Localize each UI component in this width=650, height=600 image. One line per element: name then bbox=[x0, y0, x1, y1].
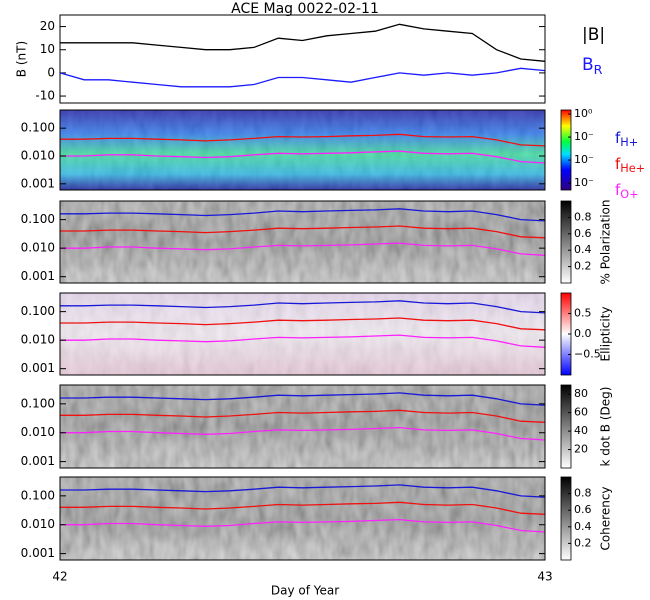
y-tick-label: 20 bbox=[40, 19, 55, 33]
colorbar-label: Ellipticity bbox=[599, 307, 613, 362]
colorbar-tick-label: 0.5 bbox=[574, 307, 592, 320]
legend-subscript: R bbox=[594, 63, 603, 78]
gyrofrequency-line bbox=[60, 426, 546, 441]
colorbar-tick-label: 0.8 bbox=[574, 210, 592, 223]
legend-name: f bbox=[615, 129, 621, 147]
colorbar bbox=[560, 476, 572, 561]
colorbar-tick-label: 0.6 bbox=[574, 227, 592, 240]
y-tick-label: 0.100 bbox=[21, 488, 55, 502]
gyrofrequency-line bbox=[60, 150, 546, 164]
colorbar-tick-label: 40 bbox=[574, 424, 588, 437]
gyrofrequency-line bbox=[60, 300, 546, 314]
y-tick-label: 0.001 bbox=[21, 176, 55, 190]
y-tick-label: 0.001 bbox=[21, 269, 55, 283]
colorbar-tick-label: 0.6 bbox=[574, 503, 592, 516]
colorbar-tick-label: 0.4 bbox=[574, 520, 592, 533]
colorbar-tick-label: −0.5 bbox=[574, 348, 601, 361]
y-tick-label: 0.010 bbox=[21, 333, 55, 347]
legend-entry: fHe+ bbox=[615, 155, 645, 176]
colorbar-tick-label: 60 bbox=[574, 406, 588, 419]
colorbar-tick-label: 10⁰ bbox=[574, 107, 593, 120]
y-tick-label: -10 bbox=[35, 89, 55, 103]
y-tick-label: 0 bbox=[47, 65, 55, 79]
gyrofrequency-line bbox=[60, 501, 546, 515]
chart-title: ACE Mag 0022-02-11 bbox=[231, 1, 379, 17]
gyrofrequency-line bbox=[60, 317, 546, 331]
panel-frame bbox=[59, 384, 546, 469]
gyrofrequency-line bbox=[60, 518, 546, 533]
spectrogram-texture bbox=[60, 293, 545, 375]
y-tick-label: 0.010 bbox=[21, 241, 55, 255]
y-tick-label: 0.010 bbox=[21, 425, 55, 439]
gyrofrequency-line bbox=[60, 208, 546, 222]
colorbar bbox=[560, 200, 572, 284]
series-line bbox=[60, 23, 546, 62]
spectrogram-texture bbox=[60, 477, 545, 560]
gyrofrequency-line bbox=[60, 242, 546, 256]
spectrogram-texture bbox=[60, 201, 545, 283]
legend-entry: |B| bbox=[582, 25, 605, 45]
panel-frame bbox=[59, 476, 546, 561]
colorbar-label: k dot B (Deg) bbox=[599, 387, 613, 467]
panel-frame bbox=[59, 14, 546, 104]
y-tick-label: 0.100 bbox=[21, 304, 55, 318]
legend-entry: BR bbox=[582, 55, 603, 78]
colorbar-tick-label: 20 bbox=[574, 443, 588, 456]
gyrofrequency-line bbox=[60, 334, 546, 348]
spectrogram-texture bbox=[60, 385, 545, 468]
panel-frame bbox=[59, 109, 546, 191]
legend-name: f bbox=[615, 181, 621, 199]
colorbar bbox=[560, 109, 572, 191]
y-tick-label: 0.010 bbox=[21, 149, 55, 163]
y-tick-label: 0.100 bbox=[21, 212, 55, 226]
colorbar-tick-label: 0.0 bbox=[574, 327, 592, 340]
legend-name: f bbox=[615, 155, 621, 173]
colorbar-label: % Polarization bbox=[599, 200, 613, 285]
y-tick-label: 0.010 bbox=[21, 517, 55, 531]
y-tick-label: 10 bbox=[40, 42, 55, 56]
colorbar-tick-label: 0.2 bbox=[574, 260, 592, 273]
colorbar-tick-label: 0.8 bbox=[574, 487, 592, 500]
x-tick-label: 42 bbox=[52, 570, 67, 584]
y-tick-label: 0.001 bbox=[21, 546, 55, 560]
legend-entry: fO+ bbox=[615, 181, 639, 202]
legend-entry: fH+ bbox=[615, 129, 638, 150]
colorbar-label: Coherency bbox=[599, 486, 613, 550]
panel-frame bbox=[59, 200, 546, 284]
colorbar bbox=[560, 384, 572, 469]
colorbar-tick-label: 0.4 bbox=[574, 243, 592, 256]
y-axis-label: B (nT) bbox=[15, 41, 29, 77]
y-tick-label: 0.001 bbox=[21, 361, 55, 375]
gyrofrequency-line bbox=[60, 409, 546, 423]
y-tick-label: 0.100 bbox=[21, 396, 55, 410]
legend-name: B bbox=[582, 55, 594, 75]
gyrofrequency-line bbox=[60, 133, 546, 147]
colorbar-tick-label: 10⁻ bbox=[574, 130, 594, 143]
gyrofrequency-line bbox=[60, 225, 546, 239]
spectrogram-texture bbox=[60, 110, 545, 190]
panel-frame bbox=[59, 292, 546, 376]
legend-subscript: H+ bbox=[620, 136, 638, 149]
x-axis-label: Day of Year bbox=[271, 584, 339, 598]
series-line bbox=[59, 67, 546, 88]
colorbar-tick-label: 10⁻ bbox=[574, 176, 594, 189]
legend-subscript: He+ bbox=[620, 162, 645, 175]
y-tick-label: 0.100 bbox=[21, 121, 55, 135]
gyrofrequency-line bbox=[60, 392, 546, 406]
legend-name: |B| bbox=[582, 25, 605, 45]
colorbar-tick-label: 80 bbox=[574, 387, 588, 400]
gyrofrequency-line bbox=[60, 484, 546, 498]
colorbar-tick-label: 0.2 bbox=[574, 536, 592, 549]
x-tick-label: 43 bbox=[537, 570, 552, 584]
legend-subscript: O+ bbox=[620, 188, 638, 201]
colorbar-tick-label: 10⁻ bbox=[574, 153, 594, 166]
y-tick-label: 0.001 bbox=[21, 454, 55, 468]
